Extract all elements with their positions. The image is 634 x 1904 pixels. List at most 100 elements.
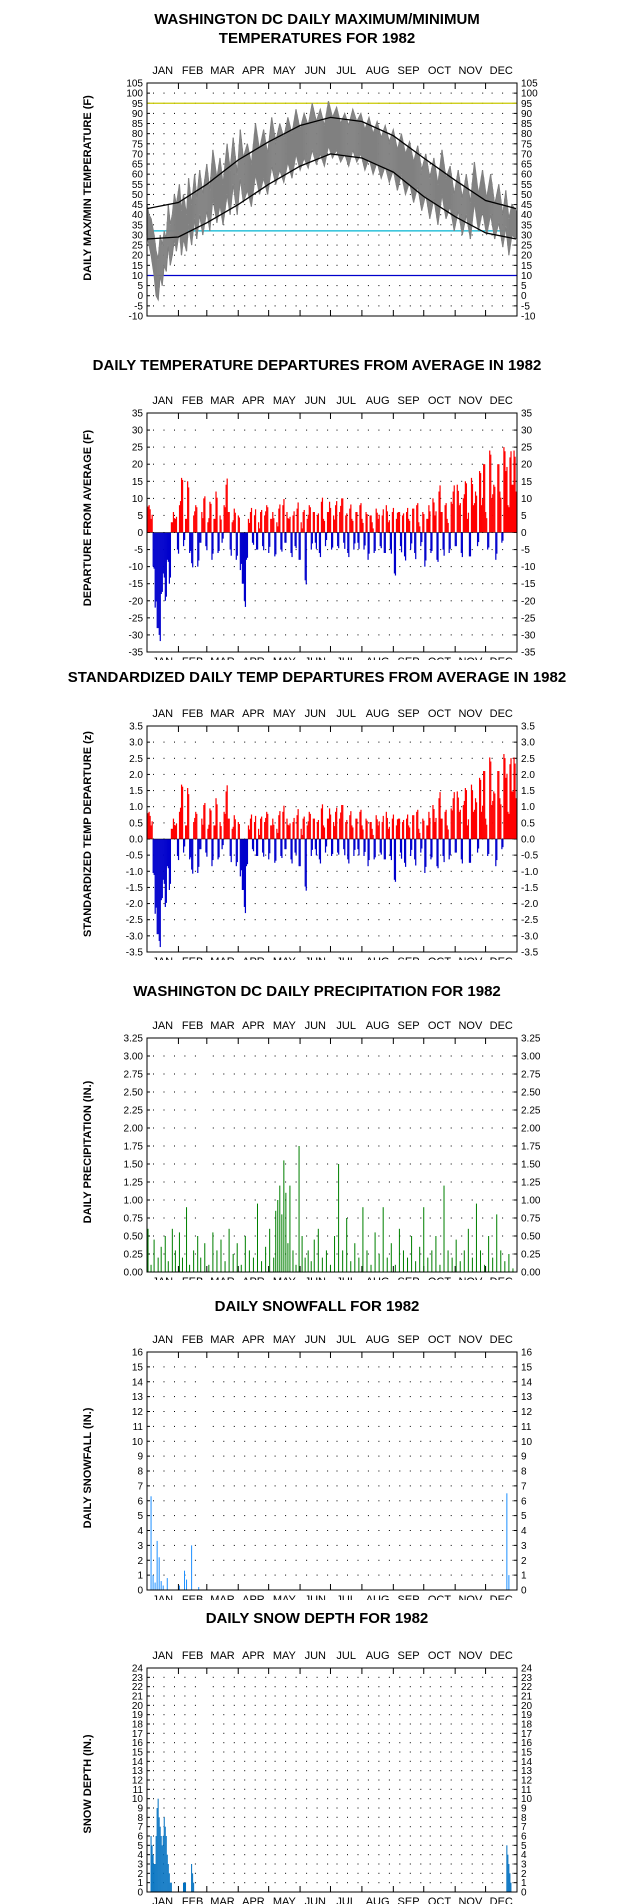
precip-grid-dot bbox=[357, 1073, 359, 1075]
depth-grid-dot bbox=[399, 1760, 401, 1762]
temp-grid-dot bbox=[327, 224, 329, 226]
std-grid-dot bbox=[184, 806, 186, 808]
temp-grid-dot bbox=[440, 305, 442, 307]
depth-grid-dot bbox=[265, 1816, 267, 1818]
dep-bar bbox=[474, 491, 477, 533]
precip-grid-dot bbox=[482, 1091, 484, 1093]
dep-grid-dot bbox=[163, 600, 165, 602]
std-bar bbox=[293, 817, 295, 839]
std-bar bbox=[439, 792, 441, 839]
temp-grid-dot bbox=[327, 295, 329, 297]
snow-grid-dot bbox=[316, 1381, 318, 1383]
temp-grid-dot bbox=[461, 285, 463, 287]
depth-grid-dot bbox=[336, 1835, 338, 1837]
std-grid-dot bbox=[285, 919, 287, 921]
temp-grid-dot bbox=[265, 224, 267, 226]
std-grid-dot bbox=[399, 854, 401, 856]
precip-bar bbox=[248, 1250, 250, 1272]
snow-grid-dot bbox=[184, 1366, 186, 1368]
precip-grid-dot bbox=[461, 1109, 463, 1111]
temp-grid-dot bbox=[482, 224, 484, 226]
precip-grid-dot bbox=[502, 1181, 504, 1183]
snow-grid-dot bbox=[429, 1366, 431, 1368]
temp-grid-dot bbox=[163, 153, 165, 155]
depth-grid-dot bbox=[429, 1816, 431, 1818]
std-grid-dot bbox=[440, 757, 442, 759]
std-grid-dot bbox=[295, 757, 297, 759]
precip-grid-dot bbox=[223, 1073, 225, 1075]
depth-grid-dot bbox=[347, 1816, 348, 1818]
std-grid-dot bbox=[440, 870, 442, 872]
temp-grid-dot bbox=[461, 173, 463, 175]
snow-month-top-jun: JUN bbox=[305, 1334, 326, 1346]
dep-bar bbox=[281, 532, 283, 552]
depth-grid-dot bbox=[316, 1872, 318, 1874]
temp-grid-dot bbox=[429, 234, 431, 236]
dep-bar bbox=[415, 532, 417, 560]
temp-grid-dot bbox=[502, 143, 504, 145]
temp-month-top-apr: APR bbox=[242, 65, 265, 77]
depth-grid-dot bbox=[420, 1863, 422, 1865]
std-grid-dot bbox=[223, 773, 225, 775]
snow-grid-dot bbox=[184, 1485, 186, 1487]
precip-ytick-right: 1.00 bbox=[521, 1196, 541, 1207]
depth-grid-dot bbox=[347, 1760, 348, 1762]
precip-grid-dot bbox=[471, 1091, 473, 1093]
snow-grid-dot bbox=[327, 1559, 329, 1561]
depth-grid-dot bbox=[184, 1760, 186, 1762]
std-grid-dot bbox=[274, 806, 276, 808]
dep-bar bbox=[472, 505, 475, 533]
dep-grid-dot bbox=[420, 429, 422, 431]
dep-grid-dot bbox=[174, 566, 175, 568]
temp-grid-dot bbox=[285, 224, 287, 226]
std-bar bbox=[228, 818, 230, 839]
snow-grid-dot bbox=[174, 1530, 175, 1531]
depth-grid-dot bbox=[429, 1826, 431, 1828]
snow-grid-dot bbox=[316, 1500, 318, 1502]
depth-grid-dot bbox=[388, 1872, 390, 1874]
dep-bar bbox=[195, 505, 197, 533]
precip-grid-dot bbox=[174, 1199, 175, 1201]
std-bar bbox=[477, 839, 480, 849]
dep-bar bbox=[455, 532, 457, 547]
snow-grid-dot bbox=[388, 1411, 390, 1412]
temp-grid-dot bbox=[461, 295, 463, 297]
precip-grid-dot bbox=[274, 1163, 276, 1165]
temp-grid-dot bbox=[174, 305, 175, 307]
temp-grid-dot bbox=[212, 92, 214, 94]
temp-grid-dot bbox=[471, 143, 473, 145]
precip-grid-dot bbox=[450, 1073, 452, 1075]
depth-grid-dot bbox=[502, 1816, 504, 1818]
temp-grid-dot bbox=[512, 112, 514, 114]
snow-grid-dot bbox=[212, 1574, 214, 1576]
snow-ytick-left: 9 bbox=[137, 1452, 143, 1463]
dep-grid-dot bbox=[265, 600, 267, 602]
std-bar bbox=[235, 839, 237, 867]
dep-grid-dot bbox=[336, 583, 338, 585]
depth-grid-dot bbox=[336, 1863, 338, 1865]
precip-grid-dot bbox=[254, 1073, 256, 1075]
temp-grid-dot bbox=[357, 183, 359, 185]
snow-grid-dot bbox=[153, 1485, 154, 1487]
temp-grid-dot bbox=[347, 285, 348, 287]
std-grid-dot bbox=[357, 919, 359, 921]
dep-bar bbox=[431, 532, 433, 551]
precip-grid-dot bbox=[471, 1235, 473, 1237]
snow-grid-dot bbox=[285, 1381, 287, 1383]
std-month-bottom-nov: NOV bbox=[458, 956, 483, 960]
temp-grid-dot bbox=[482, 244, 484, 246]
std-ytick-left: 1.0 bbox=[129, 802, 143, 813]
snow-grid-dot bbox=[265, 1485, 267, 1487]
std-grid-dot bbox=[399, 773, 401, 775]
temp-grid-dot bbox=[491, 133, 493, 135]
dep-bar bbox=[398, 512, 401, 533]
dep-bar bbox=[283, 499, 285, 533]
dep-grid-dot bbox=[184, 617, 186, 619]
precip-ytick-left: 1.50 bbox=[124, 1160, 144, 1171]
precip-grid-dot bbox=[450, 1181, 452, 1183]
dep-ytick-left: 0 bbox=[137, 528, 143, 539]
std-ytick-left: 0.5 bbox=[129, 818, 143, 829]
dep-grid-dot bbox=[367, 463, 369, 465]
std-grid-dot bbox=[184, 790, 186, 792]
depth-grid-dot bbox=[482, 1779, 484, 1781]
